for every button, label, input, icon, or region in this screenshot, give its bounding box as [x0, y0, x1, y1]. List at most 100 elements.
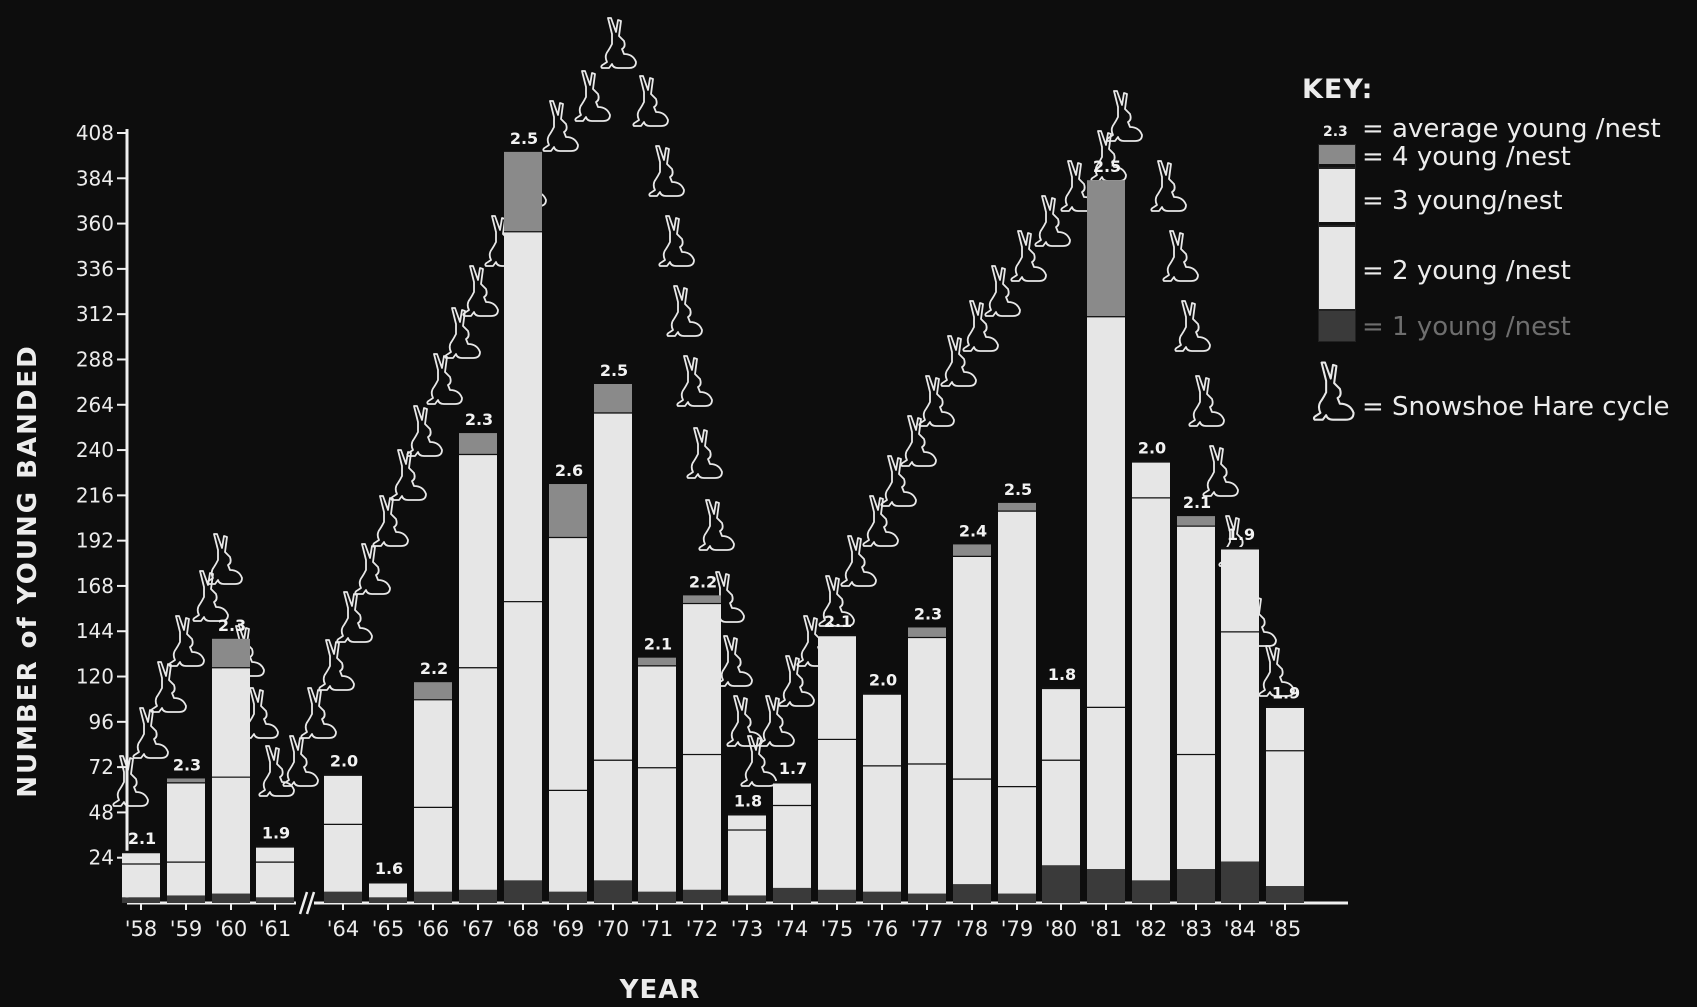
legend-swatch-two [1318, 226, 1356, 310]
bar-segment-3-young [256, 846, 294, 862]
average-label: 2.2 [689, 572, 717, 591]
average-label: 2.3 [914, 604, 942, 623]
x-tick-label: '66 [417, 917, 450, 941]
x-tick-label: '75 [821, 917, 854, 941]
bar-segment-2-young [773, 804, 811, 888]
hare-icon [1174, 300, 1211, 352]
y-tick-label: 360 [76, 212, 114, 236]
bar-segment-2-young [1042, 759, 1080, 866]
bar-segment-2-young [908, 763, 946, 894]
bar-segment-2-young [369, 882, 407, 898]
axis-break-mark [305, 891, 316, 915]
average-label: 1.8 [734, 791, 762, 810]
bar-segment-1-young [369, 897, 407, 903]
x-tick-label: '64 [327, 917, 360, 941]
bar-segment-1-young [1042, 865, 1080, 903]
bar-segment-3-young [638, 665, 676, 768]
chart-bars: 2.1 2.3 2.3 1.9 2.0 1.6 2.2 2.3 2.5 2.6 2.5 2.1 2.2 1… [122, 129, 1304, 903]
bar-segment-3-young [1042, 687, 1080, 760]
hare-icon [462, 265, 499, 317]
hare-icon [372, 495, 409, 547]
bar-segment-1-young [908, 893, 946, 903]
hare-icon [716, 635, 753, 687]
x-tick-label: '85 [1269, 917, 1302, 941]
bar-segment-2-young [212, 776, 250, 894]
bar-segment-1-young [728, 895, 766, 903]
x-tick-label: '67 [462, 917, 495, 941]
bar-segment-4-young [683, 595, 721, 603]
legend-swatch-one [1318, 310, 1356, 342]
bar-segment-4-young [594, 384, 632, 413]
average-label: 2.5 [510, 129, 538, 148]
bar-segment-3-young [1132, 461, 1170, 498]
bar-segment-4-young [908, 627, 946, 637]
hare-icon [698, 499, 735, 551]
bar-segment-2-young [683, 753, 721, 890]
hare-icon [1106, 90, 1143, 142]
hare-icon [1150, 160, 1187, 212]
bar-segment-2-young [1221, 631, 1259, 862]
x-tick-label: '79 [1001, 917, 1034, 941]
hare-icon [726, 695, 763, 747]
bar-segment-2-young [459, 667, 497, 890]
average-label: 1.9 [1272, 684, 1300, 703]
bar-segment-1-young [1221, 861, 1259, 903]
x-tick-label: '78 [956, 917, 989, 941]
y-tick-label: 144 [76, 619, 114, 643]
y-tick-label: 24 [89, 846, 114, 870]
hare-icon [940, 335, 977, 387]
bar-segment-1-young [953, 884, 991, 903]
bar-segment-1-young [638, 891, 676, 903]
bar-segment-3-young [1177, 525, 1215, 754]
bar-segment-3-young [459, 453, 497, 668]
x-tick-label: '84 [1224, 917, 1257, 941]
average-label: 2.5 [600, 361, 628, 380]
axis-break-mark [298, 891, 309, 915]
hare-icon [1162, 230, 1199, 282]
x-tick-label: '59 [170, 917, 203, 941]
average-label: 2.0 [330, 752, 358, 771]
bar-segment-1-young [256, 897, 294, 903]
bar-segment-3-young [998, 510, 1036, 786]
legend-hare-icon [1310, 358, 1356, 422]
average-label: 1.8 [1048, 665, 1076, 684]
bar-segment-2-young [998, 785, 1036, 894]
bar-segment-3-young [908, 636, 946, 764]
bar-segment-1-young [594, 880, 632, 903]
hare-icon [336, 591, 373, 643]
y-tick-label: 240 [76, 438, 114, 462]
average-label: 2.2 [420, 659, 448, 678]
average-label: 1.9 [262, 823, 290, 842]
bar-segment-3-young [549, 536, 587, 790]
average-label: 2.3 [173, 755, 201, 774]
bar-segment-3-young [504, 231, 542, 602]
legend-average-sample: 2.3 [1323, 124, 1348, 140]
hare-icon [574, 70, 611, 122]
hare-icon [840, 535, 877, 587]
bar-segment-1-young [998, 893, 1036, 903]
bar-segment-4-young [638, 657, 676, 666]
bar-segment-4-young [414, 682, 452, 700]
hare-icon [984, 265, 1021, 317]
average-label: 2.1 [128, 829, 156, 848]
bar-segment-1-young [1177, 869, 1215, 903]
hare-icon [132, 707, 169, 759]
bar-segment-3-young [324, 774, 362, 824]
average-label: 2.5 [1004, 480, 1032, 499]
bar-segment-1-young [122, 897, 160, 903]
legend-title: KEY: [1302, 74, 1374, 105]
x-tick-label: '65 [372, 917, 405, 941]
bar-segment-1-young [863, 891, 901, 903]
bar-segment-2-young [594, 759, 632, 881]
bar-segment-3-young [773, 782, 811, 805]
bar-segment-2-young [1266, 750, 1304, 887]
x-axis-title: YEAR [619, 975, 701, 1005]
hare-icon [282, 735, 319, 787]
y-tick-label: 96 [89, 710, 114, 734]
hare-icon [632, 75, 669, 127]
y-tick-label: 216 [76, 483, 114, 507]
bar-segment-3-young [167, 782, 205, 862]
hare-icon [426, 353, 463, 405]
bar-segment-4-young [167, 778, 205, 783]
average-label: 1.7 [779, 759, 807, 778]
